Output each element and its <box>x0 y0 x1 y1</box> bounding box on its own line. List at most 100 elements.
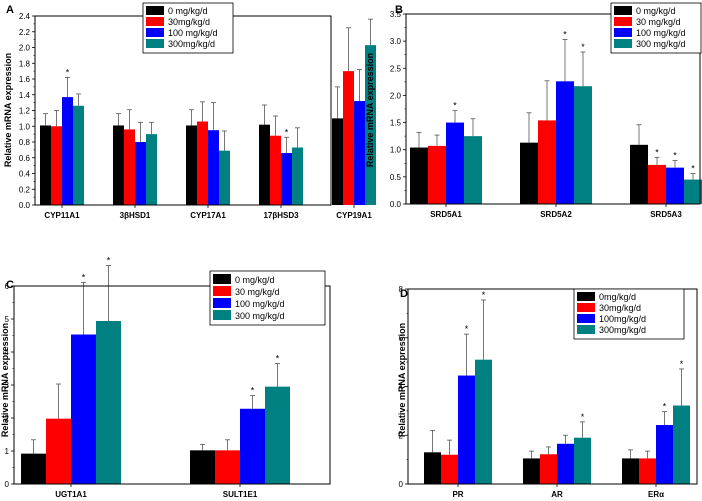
y-tick-label: 0.0 <box>19 201 31 210</box>
plot-frame <box>13 285 331 485</box>
y-axis-label: Relative mRNA expression <box>3 53 13 167</box>
legend-swatch <box>577 314 595 323</box>
bar <box>441 454 458 484</box>
bar <box>354 101 365 205</box>
significance-star: * <box>482 290 486 300</box>
y-tick-label: 1.6 <box>19 75 31 84</box>
significance-star: * <box>673 151 677 161</box>
y-tick-label: 1.0 <box>19 122 31 131</box>
y-tick-label: 2 <box>399 431 404 440</box>
legend-swatch <box>577 292 595 301</box>
y-tick-label: 3.5 <box>390 10 402 19</box>
bar <box>219 150 230 205</box>
x-tick-label: CYP17A1 <box>190 211 226 220</box>
legend-swatch <box>146 6 164 15</box>
y-tick-label: 0.0 <box>390 200 402 209</box>
bar <box>520 142 538 204</box>
bar <box>113 125 124 205</box>
bar <box>332 118 343 205</box>
y-tick-label: 1.8 <box>19 59 31 68</box>
legend-label: 100mg/kg/d <box>599 314 646 324</box>
significance-star: * <box>465 324 469 334</box>
x-tick-label: SRD5A2 <box>540 210 572 219</box>
plot-frame <box>405 13 701 205</box>
y-tick-label: 0.4 <box>19 170 31 179</box>
legend-label: 300mg/kg/d <box>599 325 646 335</box>
panel-letter-d: D <box>400 288 408 300</box>
y-tick-label: 6 <box>5 282 10 291</box>
plot-frame <box>407 288 698 485</box>
legend-swatch <box>614 6 632 15</box>
bar <box>281 153 292 205</box>
bar <box>410 147 428 204</box>
y-tick-label: 1.4 <box>19 91 31 100</box>
panel-letter-a: A <box>6 4 14 16</box>
y-tick-label: 6 <box>399 334 404 343</box>
bar <box>292 147 303 205</box>
legend-label: 30 mg/kg/d <box>636 17 681 27</box>
bar <box>190 450 215 484</box>
significance-star: * <box>581 42 585 52</box>
legend-label: 100 mg/kg/d <box>168 28 218 38</box>
x-tick-label: CYP11A1 <box>44 211 80 220</box>
bar <box>270 135 281 205</box>
bar <box>464 136 482 204</box>
y-tick-label: 0.2 <box>19 185 31 194</box>
bar <box>648 164 666 204</box>
legend-label: 100 mg/kg/d <box>235 299 285 309</box>
panel-D: D Relative mRNA expression * * PR * AR * * ERα 0 2 4… <box>397 285 698 499</box>
bar <box>259 124 270 205</box>
bar <box>40 125 51 205</box>
panel-letter-c: C <box>6 279 14 291</box>
panel-B: B Relative mRNA expression * SRD5A1 * * SRD5A2… <box>365 2 702 219</box>
y-tick-label: 2.2 <box>19 28 31 37</box>
bar <box>540 454 557 484</box>
bar <box>208 130 219 205</box>
legend-swatch <box>614 39 632 48</box>
bar <box>146 134 157 205</box>
legend-swatch <box>213 274 231 284</box>
bar <box>666 167 684 204</box>
significance-star: * <box>66 67 70 77</box>
y-axis-label: Relative mRNA expression <box>397 323 407 437</box>
legend-swatch <box>213 286 231 296</box>
y-tick-label: 1.0 <box>390 146 402 155</box>
y-tick-label: 0 <box>399 480 404 489</box>
bar <box>343 71 354 205</box>
bar <box>265 386 290 484</box>
significance-star: * <box>285 127 289 137</box>
bar <box>523 458 540 484</box>
legend-label: 300mg/kg/d <box>168 39 215 49</box>
significance-star: * <box>82 272 86 282</box>
bar <box>446 122 464 204</box>
legend-swatch <box>213 298 231 308</box>
y-tick-label: 1.5 <box>390 119 402 128</box>
bar <box>574 437 591 484</box>
legend-swatch <box>614 28 632 37</box>
significance-star: * <box>251 386 255 396</box>
significance-star: * <box>680 359 684 369</box>
bar <box>639 458 656 484</box>
x-tick-label: ERα <box>648 490 664 499</box>
legend-swatch <box>146 28 164 37</box>
bar <box>538 120 556 204</box>
legend-swatch <box>577 325 595 334</box>
bar <box>186 125 197 205</box>
y-tick-label: 2.0 <box>390 91 402 100</box>
bar <box>73 105 84 205</box>
y-tick-label: 0.6 <box>19 154 31 163</box>
significance-star: * <box>276 354 280 364</box>
legend-label: 0 mg/kg/d <box>168 6 208 16</box>
bar <box>458 375 475 484</box>
bar <box>62 97 73 205</box>
bar <box>630 144 648 204</box>
legend-label: 30mg/kg/d <box>168 17 210 27</box>
y-tick-label: 4 <box>5 348 10 357</box>
bar <box>240 408 265 484</box>
bar <box>557 443 574 484</box>
bar <box>673 405 690 484</box>
significance-star: * <box>107 256 111 266</box>
significance-star: * <box>453 101 457 111</box>
y-tick-label: 3 <box>5 381 10 390</box>
